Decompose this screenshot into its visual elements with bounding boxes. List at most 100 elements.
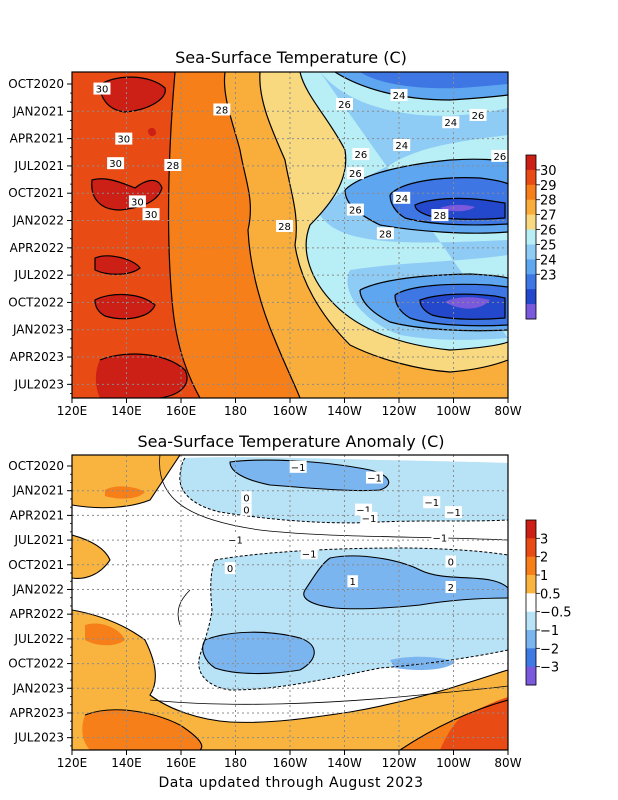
top-contour-label-bg	[213, 103, 231, 116]
bottom-colorbar-label: −0.5	[540, 606, 572, 621]
bottom-contour-label-bg	[241, 503, 252, 516]
top-x-tick-label: 80W	[494, 404, 521, 418]
bottom-y-tick-label: OCT2021	[8, 558, 64, 572]
bottom-colorbar-swatch	[526, 611, 536, 631]
top-contour-label-bg	[142, 208, 160, 221]
top-contour-label: 26	[349, 169, 362, 180]
bottom-y-tick-label: JAN2023	[12, 681, 64, 695]
bottom-colorbar-label: 2	[540, 551, 548, 566]
top-x-tick-label: 160E	[166, 404, 197, 418]
top-contour-label: 24	[395, 194, 408, 205]
top-contour-label-bg	[469, 108, 487, 121]
bottom-contour-label-bg	[241, 491, 252, 504]
top-colorbar-swatch	[526, 169, 536, 186]
top-colorbar-label: 24	[540, 253, 557, 268]
bottom-contour-label: −1	[356, 506, 371, 517]
bottom-y-tick-label: JUL2023	[13, 731, 64, 745]
top-contour-label: 28	[434, 211, 447, 222]
top-colorbar-frame	[525, 154, 537, 320]
bottom-chart-colorbar: 3 2 1 0.5 −0.5 −1 −2 −3	[525, 519, 572, 686]
top-y-tick-label: APR2023	[10, 350, 64, 364]
top-contour-label-bg	[390, 88, 408, 101]
top-colorbar-label: 28	[540, 194, 557, 209]
bottom-chart-grid	[72, 455, 508, 750]
bottom-contour-label: −1	[433, 534, 448, 545]
top-contour-label: 28	[379, 229, 392, 240]
bottom-contour-label-bg	[360, 511, 378, 524]
top-contour-label: 30	[96, 85, 109, 96]
bottom-contour-label: −1	[424, 498, 439, 509]
top-contour-label-bg	[93, 82, 111, 95]
bottom-x-tick-label: 180	[224, 756, 247, 770]
bottom-colorbar-label: −1	[540, 624, 559, 639]
bottom-x-tick-label: 140E	[111, 756, 142, 770]
bottom-colorbar-label: −3	[540, 661, 559, 676]
top-contour-label: 26	[354, 150, 367, 161]
top-contour-label: 26	[472, 111, 485, 122]
top-x-tick-label: 140W	[327, 404, 362, 418]
bottom-contour-label-bg	[227, 533, 244, 546]
top-chart-y-axis: OCT2020 JAN2021 APR2021 JUL2021 OCT2021 JAN20…	[8, 77, 72, 394]
bottom-contour-label: −1	[302, 549, 317, 560]
top-chart-title: Sea-Surface Temperature (C)	[175, 48, 407, 67]
top-y-tick-label: JUL2022	[13, 268, 64, 282]
top-chart-grid	[72, 72, 508, 398]
top-colorbar-swatch	[526, 184, 536, 201]
top-y-tick-label: JAN2021	[12, 104, 64, 118]
top-x-tick-label: 160W	[273, 404, 308, 418]
top-colorbar-label: 23	[540, 268, 557, 283]
top-y-tick-label: JAN2023	[12, 323, 64, 337]
top-colorbar-label: 26	[540, 224, 557, 239]
bottom-contour-label-bg	[347, 575, 358, 588]
top-contour-label-bg	[393, 138, 411, 151]
top-y-tick-label: JAN2022	[12, 214, 64, 228]
top-colorbar-swatch	[526, 229, 536, 245]
bottom-x-tick-label: 100W	[436, 756, 471, 770]
top-colorbar-swatch	[526, 304, 536, 320]
top-contour-label: 26	[493, 152, 506, 163]
bottom-colorbar-swatch	[526, 648, 536, 668]
footer-note: Data updated through August 2023	[158, 775, 423, 791]
bottom-colorbar-label: 3	[540, 532, 548, 547]
bottom-contour-label: 0	[243, 506, 249, 517]
top-contour-label-bg	[336, 98, 353, 111]
bottom-y-tick-label: APR2022	[10, 607, 64, 621]
bottom-colorbar-swatch	[526, 593, 536, 613]
top-contour-label-bg	[346, 203, 364, 216]
top-contour-label-bg	[276, 219, 294, 232]
top-contour-label-bg	[107, 157, 125, 170]
bottom-colorbar-swatch	[526, 666, 536, 686]
top-colorbar-label: 29	[540, 179, 557, 194]
top-contour-label: 24	[393, 91, 406, 102]
top-colorbar-swatch	[526, 155, 536, 171]
top-contour-label-bg	[431, 209, 449, 222]
top-colorbar-label: 27	[540, 209, 557, 224]
top-x-tick-label: 120W	[382, 404, 417, 418]
bottom-contour-label-bg	[431, 531, 449, 544]
top-contour-label: 28	[166, 161, 179, 172]
bottom-y-tick-label: JUL2022	[13, 632, 64, 646]
top-contour-label: 28	[278, 222, 291, 233]
top-colorbar-swatch	[526, 199, 536, 216]
bottom-chart-x-axis: 120E 140E 160E 180 160W 140W 120W 100W 80W	[57, 750, 522, 770]
top-contour-label-bg	[346, 167, 364, 180]
top-x-tick-label: 120E	[57, 404, 88, 418]
bottom-contour-label: 0	[243, 493, 249, 504]
bottom-colorbar-label: 0.5	[540, 587, 561, 602]
bottom-contour-label: 2	[448, 583, 454, 594]
top-y-tick-label: JUL2021	[13, 159, 64, 173]
bottom-y-tick-label: JAN2021	[12, 484, 64, 498]
top-contour-label-bg	[376, 227, 394, 240]
top-contour-label-bg	[164, 159, 182, 172]
top-y-tick-label: OCT2020	[8, 77, 64, 91]
top-colorbar-swatch	[526, 274, 536, 290]
bottom-contour-label: −1	[228, 535, 243, 546]
bottom-y-tick-label: JUL2021	[13, 533, 64, 547]
top-contour-label: 24	[395, 141, 408, 152]
bottom-y-tick-label: APR2021	[10, 508, 64, 522]
top-chart-plot	[72, 72, 508, 398]
bottom-contour-label-bg	[289, 460, 307, 473]
bottom-x-tick-label: 160E	[166, 756, 197, 770]
bottom-x-tick-label: 160W	[273, 756, 308, 770]
